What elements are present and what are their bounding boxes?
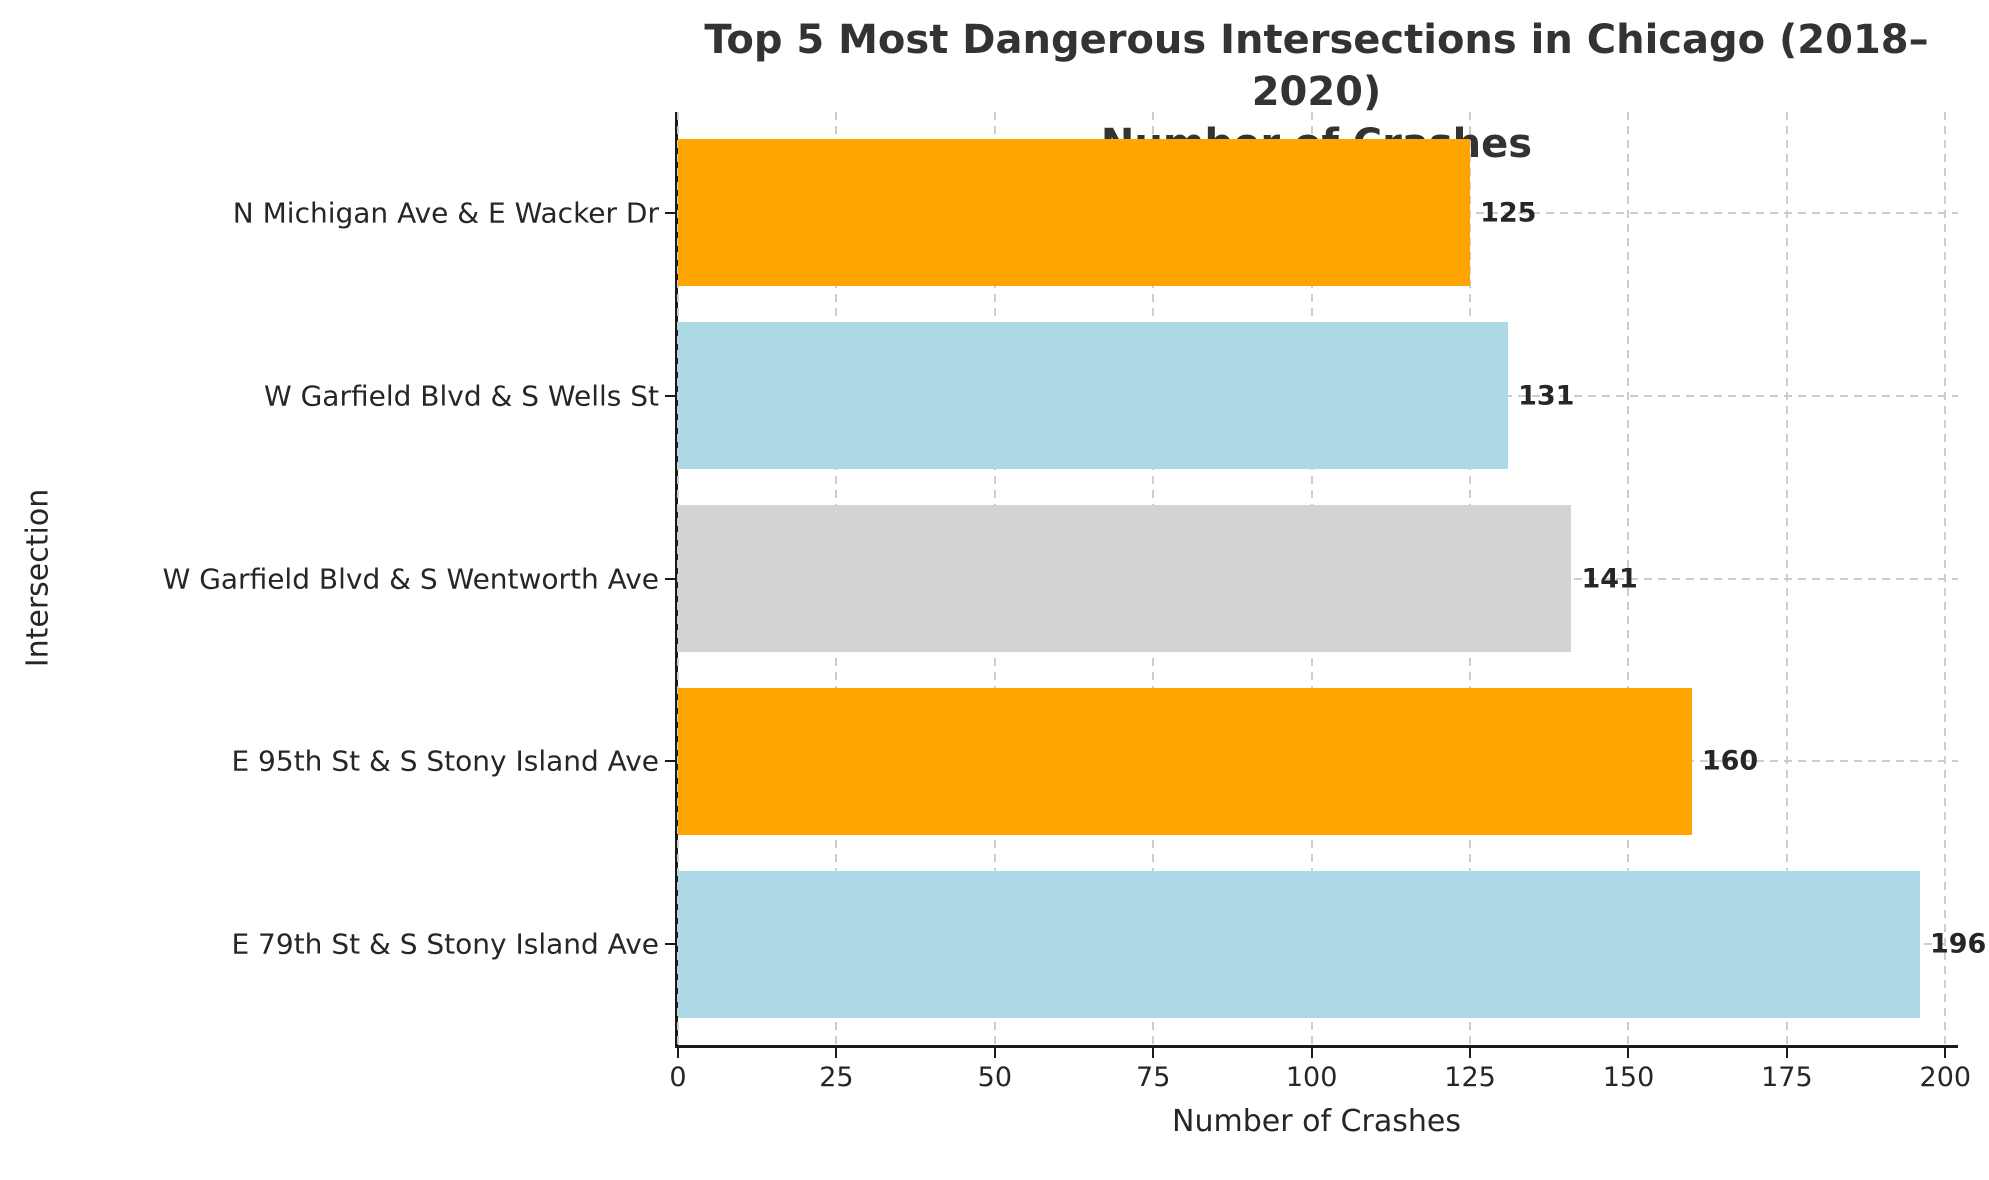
- x-tick-mark: [1152, 1048, 1155, 1058]
- bar-value-label: 141: [1581, 563, 1638, 594]
- x-tick-mark: [1469, 1048, 1472, 1058]
- x-tick-label: 125: [1444, 1062, 1496, 1093]
- y-tick-label: E 79th St & S Stony Island Ave: [231, 927, 659, 961]
- y-tick-label: W Garfield Blvd & S Wells St: [264, 379, 659, 413]
- y-tick-mark: [665, 394, 675, 397]
- x-tick-mark: [1944, 1048, 1947, 1058]
- x-tick-label: 25: [819, 1062, 854, 1093]
- chart-title-line-1: Top 5 Most Dangerous Intersections in Ch…: [704, 17, 1929, 115]
- x-tick-mark: [677, 1048, 679, 1058]
- y-tick-mark: [665, 943, 675, 946]
- bar-1: [678, 322, 1509, 469]
- x-axis-label: Number of Crashes: [1172, 1104, 1461, 1139]
- bar-3: [678, 688, 1692, 835]
- x-tick-mark: [1310, 1048, 1313, 1058]
- x-tick-label: 100: [1285, 1062, 1338, 1093]
- x-tick-mark: [993, 1048, 996, 1058]
- plot-area: 125 131 141 160 196: [675, 112, 1986, 1048]
- x-tick-label: 0: [669, 1062, 687, 1093]
- x-tick-label: 50: [977, 1062, 1013, 1093]
- bar-value-label: 196: [1929, 928, 1987, 960]
- bar-value-label: 125: [1480, 197, 1537, 229]
- x-tick-mark: [835, 1048, 838, 1058]
- bar-value-label: 131: [1518, 380, 1575, 412]
- bar-4: [678, 871, 1920, 1018]
- x-tick-label: 175: [1761, 1062, 1813, 1093]
- y-tick-mark: [665, 211, 675, 214]
- bar-0: [678, 139, 1471, 286]
- bar-value-label: 160: [1701, 745, 1759, 777]
- x-tick-label: 150: [1602, 1062, 1655, 1093]
- y-tick-label: N Michigan Ave & E Wacker Dr: [232, 196, 659, 230]
- y-tick-mark: [665, 577, 675, 580]
- x-tick-mark: [1627, 1048, 1630, 1058]
- x-tick-mark: [1785, 1048, 1788, 1058]
- y-tick-label: W Garfield Blvd & S Wentworth Ave: [162, 562, 659, 595]
- bar-2: [678, 505, 1572, 652]
- x-tick-label: 75: [1136, 1062, 1171, 1093]
- y-tick-label: E 95th St & S Stony Island Ave: [231, 744, 659, 778]
- x-tick-label: 200: [1919, 1062, 1972, 1093]
- y-tick-mark: [665, 760, 675, 763]
